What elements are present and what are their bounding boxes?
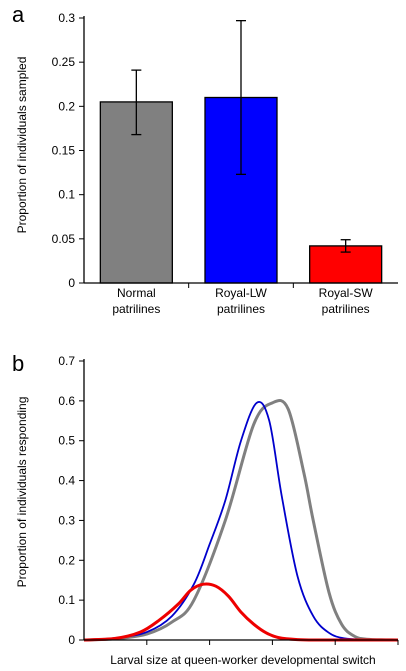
line-chart-panel-b: b Proportion of individuals responding 0… <box>12 351 399 667</box>
y-tick-label-b: 0.1 <box>58 593 75 607</box>
y-tick-label-a: 0.2 <box>58 99 75 113</box>
category-label-line2: patrilines <box>322 302 370 316</box>
y-tick-label-b: 0.3 <box>58 513 75 527</box>
series-line-grey <box>83 398 399 642</box>
y-tick-label-b: 0.2 <box>58 553 75 567</box>
y-axis-label-a: Proportion of individuals sampled <box>15 57 29 234</box>
y-tick-label-a: 0.15 <box>52 144 76 158</box>
panel-label-a: a <box>12 2 25 27</box>
y-axis-label-b: Proportion of individuals responding <box>15 397 29 588</box>
panel-label-b: b <box>12 351 24 376</box>
category-label-line1: Normal <box>117 286 156 300</box>
y-tick-label-a: 0.05 <box>52 232 76 246</box>
y-tick-label-a: 0.1 <box>58 188 75 202</box>
y-tick-label-b: 0.4 <box>58 474 75 488</box>
y-tick-label-b: 0 <box>68 633 75 647</box>
y-tick-label-b: 0.5 <box>58 434 75 448</box>
series-line-blue <box>83 401 399 641</box>
y-tick-label-a: 0 <box>68 276 75 290</box>
y-tick-label-a: 0.3 <box>58 11 75 25</box>
series-line-red <box>83 582 398 642</box>
x-axis-label-b: Larval size at queen-worker developmenta… <box>110 653 375 667</box>
y-tick-label-a: 0.25 <box>52 55 76 69</box>
category-label-line1: Royal-LW <box>215 286 267 300</box>
category-label-line2: patrilines <box>217 302 265 316</box>
bar-chart-panel-a: a Proportion of individuals sampled 0 0.0… <box>12 2 398 316</box>
y-tick-label-b: 0.6 <box>58 394 75 408</box>
category-label-line2: patrilines <box>112 302 160 316</box>
y-tick-label-b: 0.7 <box>58 354 75 368</box>
category-label-line1: Royal-SW <box>319 286 374 300</box>
